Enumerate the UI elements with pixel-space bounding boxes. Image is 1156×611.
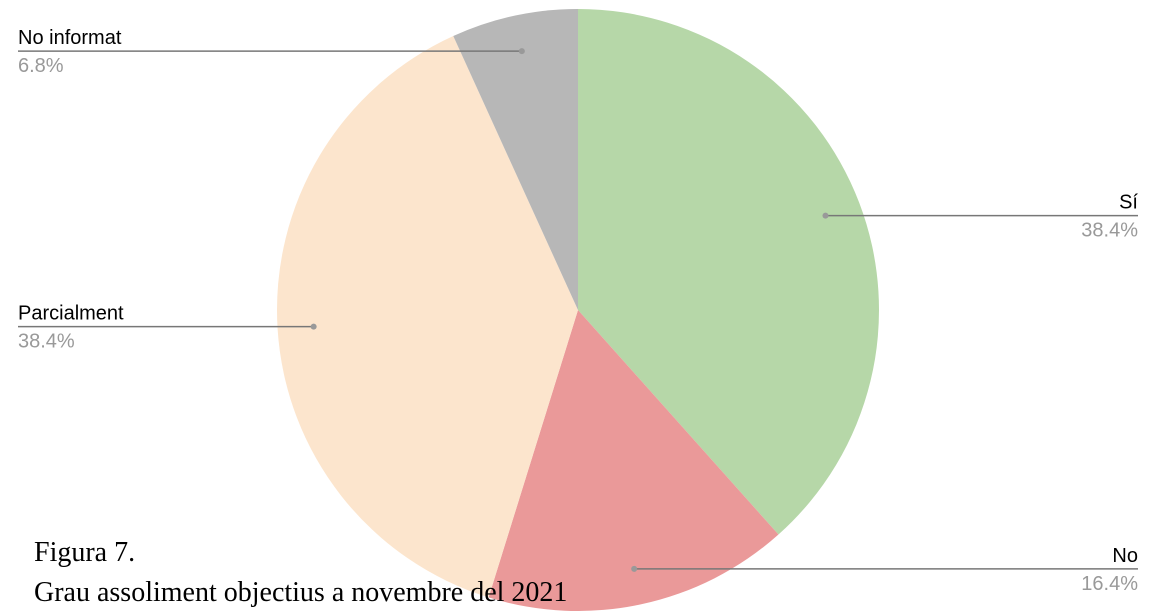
slice-label: No <box>1112 545 1138 567</box>
pie-slice <box>578 9 879 535</box>
leader-dot <box>518 48 525 55</box>
caption-title: Grau assoliment objectius a novembre del… <box>34 577 567 608</box>
pie-slice <box>488 310 779 611</box>
pie-slice <box>453 8 578 310</box>
pie-slice <box>276 36 578 598</box>
caption-label: Figura 7. <box>34 537 135 568</box>
labels: Sí 38.4% No 16.4% Parcialment 38.4% No informa… <box>18 27 1138 595</box>
slice-label: Sí <box>1119 192 1138 214</box>
slice-label: No informat <box>18 27 122 49</box>
leader-dot <box>631 565 638 572</box>
pie <box>276 8 879 611</box>
leader-dot <box>822 212 829 219</box>
slice-label: Parcialment <box>18 303 124 325</box>
slice-value-label: 16.4% <box>1081 573 1138 595</box>
slice-value-label: 6.8% <box>18 55 64 77</box>
leader-dot <box>310 323 317 330</box>
slice-value-label: 38.4% <box>18 331 75 353</box>
slice-value-label: 38.4% <box>1081 220 1138 242</box>
